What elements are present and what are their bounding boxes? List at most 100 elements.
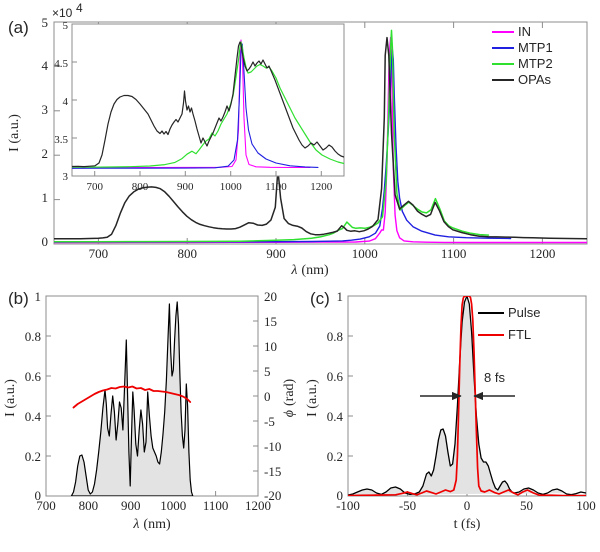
b-xtick-1000: 1000 — [160, 498, 186, 513]
curve-spectrum-fill — [70, 301, 194, 496]
inset-axes-box — [71, 23, 345, 177]
panel-c-label: (c) — [310, 289, 330, 308]
legend-label-pulse: Pulse — [508, 305, 541, 320]
panel-c: (c) 1 0.8 0.6 0.4 0.2 0 — [305, 289, 596, 532]
xtick-800: 800 — [177, 246, 197, 261]
b-ytick-1: 1 — [35, 289, 42, 304]
panel-c-xticks: -100 -50 0 50 100 — [336, 491, 596, 513]
legend-label-ftl: FTL — [508, 327, 531, 342]
legend-label-MTP1: MTP1 — [518, 40, 553, 55]
panel-a-label: (a) — [8, 18, 29, 37]
panel-a-exponent-sup: 4 — [76, 1, 83, 15]
panel-c-legend: Pulse FTL — [478, 305, 541, 342]
ytick-1: 1 — [42, 190, 49, 205]
panel-b: (b) 1 0.8 0.6 0.4 0.2 0 20 15 10 5 — [3, 289, 297, 532]
b-rtick-5: 5 — [264, 364, 271, 379]
ytick-3: 3 — [42, 102, 49, 117]
inset-xtick-1200: 1200 — [310, 181, 333, 193]
b-rtick-n5: -5 — [264, 414, 275, 429]
panel-b-label: (b) — [8, 289, 29, 308]
panel-c-yticks: 1 0.8 0.6 0.4 0.2 0 — [327, 289, 353, 503]
b-xtick-700: 700 — [36, 498, 56, 513]
b-rtick-15: 15 — [264, 314, 277, 329]
xtick-700: 700 — [89, 246, 109, 261]
panel-c-curves — [348, 296, 586, 496]
fwhm-annotation: 8 fs — [420, 370, 515, 401]
panel-a-xlabel: λ (nm) — [290, 263, 329, 278]
inset-ytick-5: 5 — [63, 20, 69, 32]
inset-xtick-800: 800 — [132, 181, 149, 193]
c-ytick-0: 0 — [337, 488, 344, 503]
panel-a-ylabel: I (a.u.) — [7, 114, 22, 152]
b-rtick-n20: -20 — [264, 488, 281, 503]
c-xtick-100: 100 — [576, 498, 596, 513]
inset-ytick-4: 4 — [63, 96, 69, 108]
inset-xtick-1100: 1100 — [265, 181, 287, 193]
inset-ytick-35: 3.5 — [54, 134, 68, 146]
inset-xtick-700: 700 — [86, 181, 103, 193]
xtick-1200: 1200 — [529, 246, 555, 261]
ytick-2: 2 — [42, 146, 49, 161]
curve-ftl — [348, 296, 586, 496]
b-rtick-n15: -15 — [264, 464, 281, 479]
panel-c-xlabel: t (fs) — [454, 517, 481, 532]
panel-a-legend: IN MTP1 MTP2 OPAs — [492, 24, 553, 87]
curve-pulse — [348, 296, 586, 496]
inset-ytick-45: 4.5 — [54, 58, 68, 70]
panel-b-xlabel: λ (nm) — [132, 517, 171, 532]
panel-b-yticks-right: 20 15 10 5 0 -5 -10 -15 -20 — [253, 289, 281, 503]
panel-a-yticks: 5 4 3 2 1 0 — [42, 15, 60, 249]
panel-b-yticks-left: 1 0.8 0.6 0.4 0.2 0 — [25, 289, 51, 503]
b-ytick-02: 0.2 — [25, 449, 41, 464]
panel-a-curves — [54, 29, 587, 244]
b-ytick-06: 0.6 — [25, 369, 42, 384]
curve-phase — [72, 385, 192, 409]
panel-c-ylabel: I (a.u.) — [305, 379, 320, 417]
b-xtick-800: 800 — [79, 498, 99, 513]
c-xtick-n100: -100 — [336, 498, 360, 513]
ytick-0: 0 — [42, 234, 49, 249]
b-ytick-08: 0.8 — [25, 329, 41, 344]
inset-curve-MTP1 — [72, 43, 319, 169]
legend-label-IN: IN — [518, 24, 531, 39]
inset-xtick-900: 900 — [177, 181, 194, 193]
panel-a-axes-box — [53, 21, 588, 245]
c-ytick-1: 1 — [337, 289, 344, 304]
curve-OPAs — [54, 36, 587, 240]
inset-ytick-3: 3 — [63, 171, 69, 183]
c-ytick-08: 0.8 — [327, 329, 343, 344]
b-ytick-0: 0 — [35, 488, 42, 503]
panel-b-curves — [70, 301, 194, 496]
b-xtick-1100: 1100 — [203, 498, 229, 513]
b-rtick-20: 20 — [264, 289, 277, 304]
panel-b-ylabel-right: ϕ(rad) — [282, 378, 297, 417]
c-ytick-02: 0.2 — [327, 449, 343, 464]
panel-b-xticks: 700 800 900 1000 1100 1200 — [36, 491, 271, 513]
ytick-4: 4 — [42, 58, 49, 73]
b-rtick-10: 10 — [264, 339, 277, 354]
xtick-1100: 1100 — [441, 246, 467, 261]
fwhm-label: 8 fs — [484, 370, 505, 385]
inset-curve-OPAs — [72, 41, 344, 168]
legend-label-OPAs: OPAs — [518, 72, 551, 87]
panel-a: (a) ×10 4 5 4 3 2 1 0 — [7, 1, 588, 278]
legend-label-MTP2: MTP2 — [518, 56, 553, 71]
b-rtick-n10: -10 — [264, 439, 281, 454]
c-xtick-50: 50 — [520, 498, 533, 513]
inset-xticks: 700 800 900 1000 1100 1200 — [86, 171, 333, 193]
b-xtick-900: 900 — [121, 498, 141, 513]
b-ytick-04: 0.4 — [25, 409, 42, 424]
inset-yticks: 5 4.5 4 3.5 3 — [54, 20, 77, 183]
inset-curves — [72, 39, 344, 169]
c-xtick-n50: -50 — [399, 498, 416, 513]
inset-xtick-1000: 1000 — [220, 181, 243, 193]
panel-b-ylabel-left: I (a.u.) — [3, 379, 18, 417]
b-rtick-0: 0 — [264, 389, 271, 404]
c-ytick-04: 0.4 — [327, 409, 344, 424]
c-xtick-0: 0 — [464, 498, 471, 513]
panel-a-inset: 5 4.5 4 3.5 3 — [54, 20, 345, 193]
ytick-5: 5 — [42, 15, 49, 30]
panel-a-exponent: ×10 — [52, 6, 73, 20]
